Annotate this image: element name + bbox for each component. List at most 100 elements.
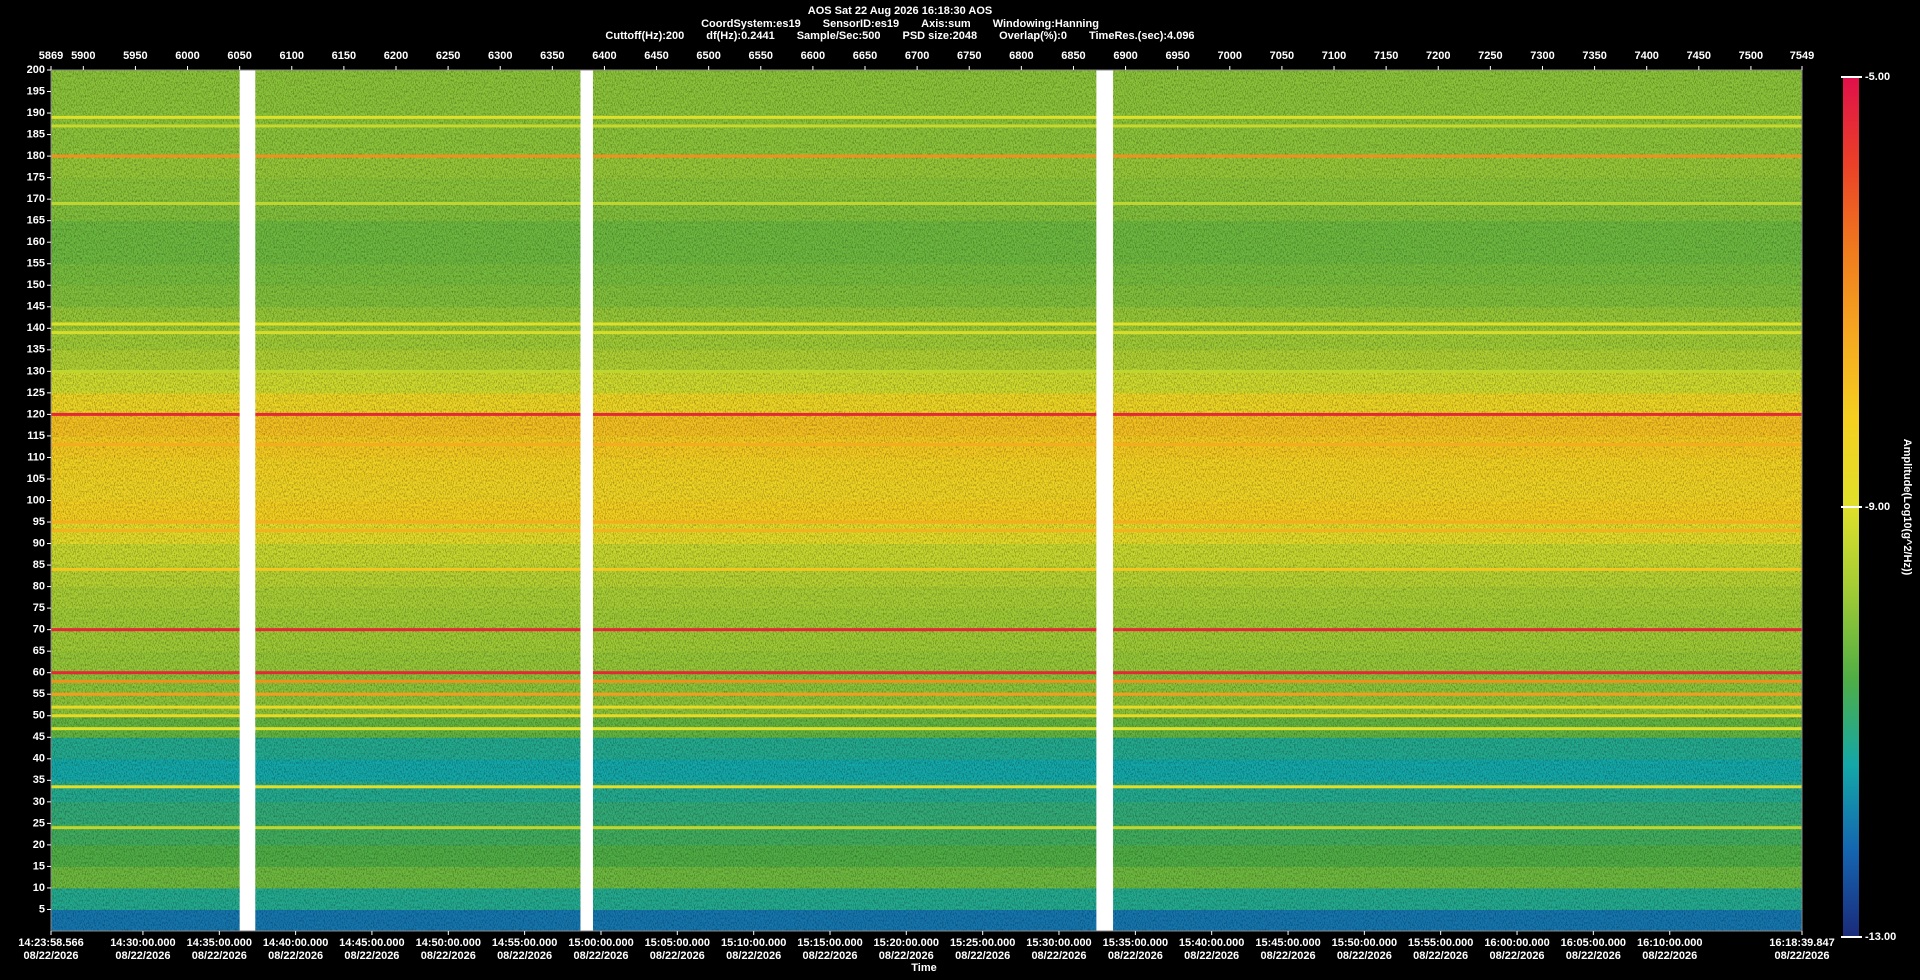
header-title: AOS Sat 22 Aug 2026 16:18:30 AOS — [0, 5, 1800, 17]
x-tick-time: 16:00:00.000 — [1484, 937, 1549, 949]
y-tick-label: 125 — [27, 387, 45, 399]
x-tick-date: 08/22/2026 — [1261, 950, 1316, 962]
x2-tick-label: 7549 — [1790, 50, 1814, 62]
x-tick-date: 08/22/2026 — [421, 950, 476, 962]
x-tick-date: 08/22/2026 — [1413, 950, 1468, 962]
x2-tick-label: 7000 — [1218, 50, 1242, 62]
tonal-line — [51, 671, 1802, 675]
x2-tick-label: 6500 — [696, 50, 720, 62]
heatmap — [51, 70, 1802, 932]
tonal-line — [51, 567, 1802, 571]
x-tick-date: 08/22/2026 — [650, 950, 705, 962]
x2-tick-label: 6600 — [801, 50, 825, 62]
tonal-line — [51, 115, 1802, 119]
x-tick-time: 16:18:39.847 — [1769, 937, 1834, 949]
x-tick-date: 08/22/2026 — [879, 950, 934, 962]
x-tick-time: 14:55:00.000 — [492, 937, 557, 949]
y-tick-label: 195 — [27, 85, 45, 97]
x2-tick-label: 5869 — [39, 50, 63, 62]
x2-tick-label: 6350 — [540, 50, 564, 62]
tonal-line — [51, 529, 1802, 533]
info-item: Overlap(%):0 — [999, 30, 1067, 42]
x2-tick-label: 6950 — [1165, 50, 1189, 62]
x-tick-date: 08/22/2026 — [573, 950, 628, 962]
y-tick-label: 10 — [33, 882, 45, 894]
info-item: df(Hz):0.2441 — [706, 30, 775, 42]
y-tick-label: 85 — [33, 559, 45, 571]
x-tick-date: 08/22/2026 — [344, 950, 399, 962]
x-tick-date: 08/22/2026 — [1774, 950, 1829, 962]
subtitle-item: CoordSystem:es19 — [701, 18, 801, 30]
tonal-line — [51, 628, 1802, 632]
x-tick-date: 08/22/2026 — [497, 950, 552, 962]
x2-tick-label: 6750 — [957, 50, 981, 62]
y-tick-label: 140 — [27, 322, 45, 334]
y-tick-label: 80 — [33, 581, 45, 593]
y-tick-label: 130 — [27, 365, 45, 377]
x-tick-time: 15:50:00.000 — [1332, 937, 1397, 949]
y-tick-label: 75 — [33, 602, 45, 614]
x-tick-date: 08/22/2026 — [1108, 950, 1163, 962]
x2-tick-label: 5900 — [71, 50, 95, 62]
subtitle-item: SensorID:es19 — [822, 18, 900, 30]
y-tick-label: 5 — [39, 903, 45, 915]
tonal-line — [51, 826, 1802, 830]
x2-tick-label: 6100 — [280, 50, 304, 62]
x2-tick-label: 7500 — [1739, 50, 1763, 62]
y-tick-label: 50 — [33, 710, 45, 722]
y-tick-label: 180 — [27, 150, 45, 162]
y-tick-label: 55 — [33, 688, 45, 700]
y-tick-label: 20 — [33, 839, 45, 851]
y-tick-label: 110 — [27, 451, 45, 463]
x2-tick-label: 6800 — [1009, 50, 1033, 62]
x-tick-date: 08/22/2026 — [192, 950, 247, 962]
x-tick-date: 08/22/2026 — [1490, 950, 1545, 962]
x-tick-time: 14:45:00.000 — [339, 937, 404, 949]
x-tick-time: 15:55:00.000 — [1408, 937, 1473, 949]
y-tick-label: 190 — [27, 107, 45, 119]
x-tick-date: 08/22/2026 — [1031, 950, 1086, 962]
x-tick-time: 14:30:00.000 — [110, 937, 175, 949]
y-tick-label: 150 — [27, 279, 45, 291]
tonal-line — [51, 714, 1802, 718]
info-item: Cuttoff(Hz):200 — [605, 30, 685, 42]
y-tick-label: 115 — [27, 430, 45, 442]
data-gap — [1096, 70, 1114, 931]
x2-tick-label: 6850 — [1061, 50, 1085, 62]
subtitle-item: Axis:sum — [921, 18, 971, 30]
x2-tick-label: 6050 — [227, 50, 251, 62]
x-tick-time: 14:35:00.000 — [187, 937, 252, 949]
x-tick-date: 08/22/2026 — [1337, 950, 1392, 962]
y-tick-label: 170 — [27, 193, 45, 205]
tonal-line — [51, 124, 1802, 128]
x-tick-date: 08/22/2026 — [726, 950, 781, 962]
tonal-line — [51, 520, 1802, 524]
colorbar-label: Amplitude(Log10(g^2/Hz)) — [1901, 439, 1913, 576]
x2-tick-label: 7250 — [1478, 50, 1502, 62]
x-tick-time: 15:05:00.000 — [645, 937, 710, 949]
tonal-line — [51, 154, 1802, 158]
y-tick-label: 175 — [27, 172, 45, 184]
x2-tick-label: 7400 — [1634, 50, 1658, 62]
x2-tick-label: 7050 — [1270, 50, 1294, 62]
title: AOS Sat 22 Aug 2026 16:18:30 AOS — [807, 5, 993, 17]
x2-tick-label: 6150 — [332, 50, 356, 62]
x-axis-label: Time — [911, 962, 936, 974]
x-tick-time: 15:45:00.000 — [1255, 937, 1320, 949]
x2-tick-label: 7300 — [1530, 50, 1554, 62]
colorbar-tick-label: -5.00 — [1865, 71, 1890, 83]
x-tick-time: 16:05:00.000 — [1561, 937, 1626, 949]
tonal-line — [51, 369, 1802, 373]
x2-tick-label: 6450 — [644, 50, 668, 62]
tonal-line — [51, 692, 1802, 696]
y-tick-label: 145 — [27, 301, 45, 313]
subtitle-item: Windowing:Hanning — [992, 18, 1099, 30]
y-tick-label: 35 — [33, 774, 45, 786]
y-tick-label: 25 — [33, 817, 45, 829]
x2-tick-label: 6250 — [436, 50, 460, 62]
noise-texture — [51, 70, 1802, 931]
x2-tick-label: 7150 — [1374, 50, 1398, 62]
y-tick-label: 165 — [27, 215, 45, 227]
x-tick-date: 08/22/2026 — [1566, 950, 1621, 962]
